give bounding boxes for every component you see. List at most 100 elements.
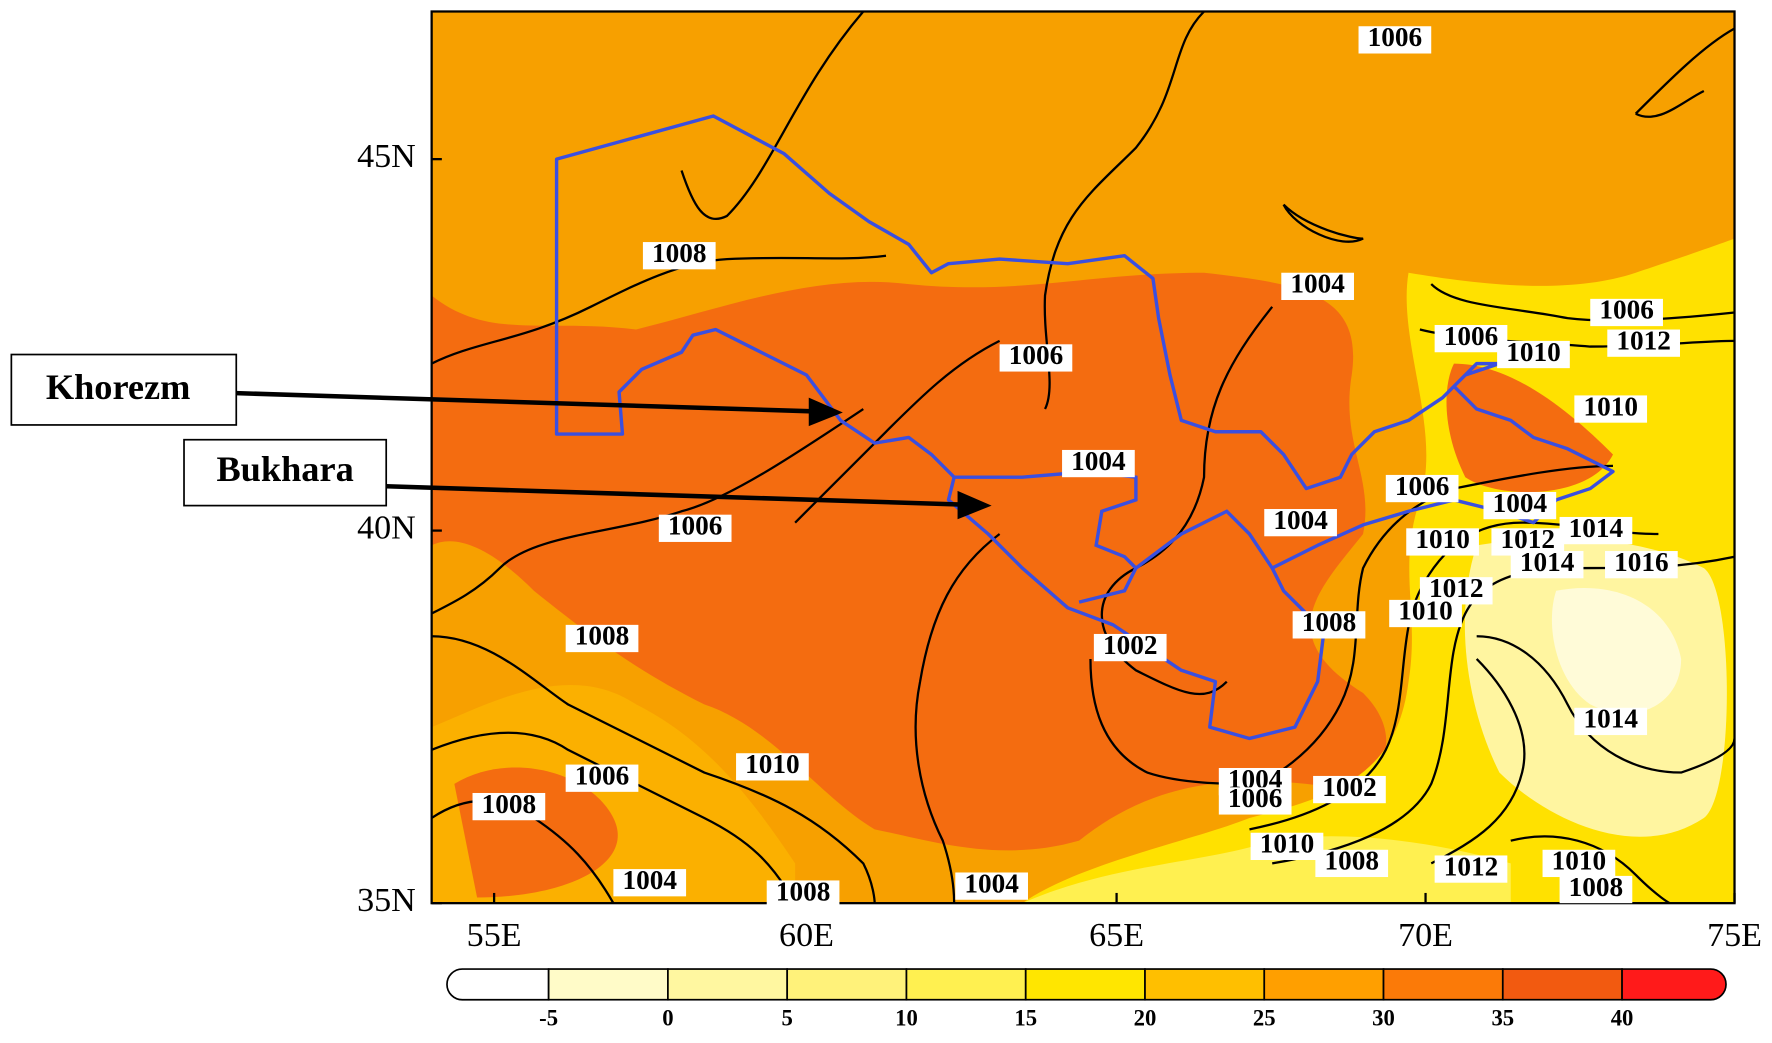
x-tick-label: 70E [1398, 917, 1453, 954]
warm-region [431, 272, 1387, 851]
contour-label-bg [642, 242, 716, 270]
contour-label-bg [736, 753, 809, 781]
contour-label-bg [1434, 324, 1508, 353]
map-frame [430, 10, 1736, 905]
x-tick-label: 60E [779, 917, 834, 954]
contour-label-bg [565, 624, 639, 653]
contour-label-bg [1264, 509, 1337, 537]
contour-labels: 1006100810041006100610121006101010101004… [472, 22, 1680, 908]
contour-label: 1014 [1520, 547, 1575, 577]
colorbar-label: 20 [1134, 1005, 1157, 1030]
contour-label: 1006 [1444, 321, 1499, 351]
x-tick-label: 55E [467, 917, 522, 954]
contour-label-bg [1574, 707, 1648, 736]
contour-label-bg [999, 344, 1073, 372]
warm-region [1446, 363, 1613, 493]
contour-label: 1006 [1599, 295, 1654, 325]
arrow-head [957, 490, 992, 520]
contour-label: 1004 [1290, 269, 1345, 299]
contour-label: 1008 [652, 238, 707, 268]
contour-label: 1006 [1009, 340, 1064, 370]
contour-label: 1010 [1398, 596, 1453, 626]
annotation-box [183, 438, 388, 507]
contour-label: 1008 [575, 621, 630, 651]
contour-label: 1008 [1324, 846, 1379, 876]
colorbar: -5 0 5 10 15 20 25 30 35 40 [446, 968, 1727, 1030]
annotation-arrow [386, 484, 960, 507]
contour-label-bg [1062, 449, 1135, 478]
contour-label-bg [472, 792, 546, 821]
contour-label: 1004 [1493, 488, 1548, 518]
contour-label-bg [1434, 855, 1508, 883]
contour-label: 1014 [1583, 704, 1638, 734]
contour-label-bg [1542, 849, 1616, 878]
contour-label: 1010 [1260, 829, 1315, 859]
annotation-box [10, 353, 238, 426]
annotation-arrow [236, 390, 813, 414]
contour-label-bg [1607, 329, 1680, 357]
contour-label-bg [1559, 875, 1633, 904]
contour-label-bg [1497, 340, 1570, 369]
contour-label-bg [1358, 26, 1432, 54]
contour-label-bg [1292, 611, 1366, 639]
contour-label-bg [1281, 272, 1354, 300]
contour-label-bg [565, 764, 639, 792]
colorbar-end [1621, 968, 1727, 1001]
colorbar-end [446, 968, 550, 1001]
contour-label-bg [1389, 599, 1462, 628]
contour-label-bg [1315, 849, 1389, 878]
contour-label: 1004 [622, 865, 677, 895]
annotation-khorezm: Khorezm [10, 353, 843, 427]
contour-label-bg [1574, 395, 1648, 423]
contour-label: 1008 [1569, 872, 1624, 902]
field [431, 11, 1735, 904]
contour-label: 1002 [1322, 772, 1377, 802]
colorbar-segment [1144, 968, 1266, 1001]
colorbar-segment [667, 968, 789, 1001]
contour-label-bg [955, 872, 1028, 900]
axis-ticks: 55E 60E 65E 70E 75E 45N 40N 35N [357, 138, 1762, 954]
contour-label: 1010 [1583, 391, 1638, 421]
contour-label: 1004 [1071, 446, 1126, 476]
contour-label: 1006 [668, 511, 723, 541]
contour-label: 1010 [1415, 524, 1470, 554]
contour-label: 1010 [1506, 337, 1561, 367]
colorbar-label: 15 [1014, 1005, 1037, 1030]
colorbar-label: 5 [781, 1005, 792, 1030]
contour-label: 1006 [1228, 783, 1283, 813]
colorbar-segment [786, 968, 908, 1001]
colorbar-label: 40 [1611, 1005, 1634, 1030]
contour-label-bg [1406, 528, 1479, 556]
annotation-bukhara: Bukhara [183, 438, 992, 520]
contour-label-bg [1590, 298, 1663, 327]
contour-label: 1006 [1395, 471, 1450, 501]
contour-label: 1016 [1614, 547, 1669, 577]
colorbar-segment [1263, 968, 1385, 1001]
contour-label: 1010 [1552, 846, 1607, 876]
y-tick-label: 45N [357, 138, 416, 175]
contour-label-bg [1483, 491, 1557, 520]
contour-label: 1006 [575, 760, 630, 790]
contour-label-bg [1250, 832, 1324, 860]
colorbar-label: 30 [1372, 1005, 1395, 1030]
contour-label: 1014 [1569, 513, 1624, 543]
colorbar-segment [905, 968, 1027, 1001]
contour-label-bg [1218, 787, 1292, 815]
contour-label: 1012 [1616, 325, 1671, 355]
cool-region [1551, 587, 1682, 714]
contour-label: 1004 [1273, 505, 1328, 535]
colorbar-label: 0 [662, 1005, 673, 1030]
contour-label-bg [1491, 528, 1565, 556]
contour-label: 1002 [1103, 630, 1158, 660]
annotation-label: Khorezm [46, 367, 191, 407]
arrow-head [808, 397, 843, 427]
y-tick-label: 35N [357, 882, 416, 919]
contour-label: 1008 [776, 876, 831, 906]
contour-label-bg [1385, 474, 1459, 503]
annotation-label: Bukhara [216, 449, 353, 489]
contour-label: 1012 [1501, 524, 1556, 554]
contour-label: 1008 [482, 789, 537, 819]
contour-label: 1010 [745, 749, 800, 779]
